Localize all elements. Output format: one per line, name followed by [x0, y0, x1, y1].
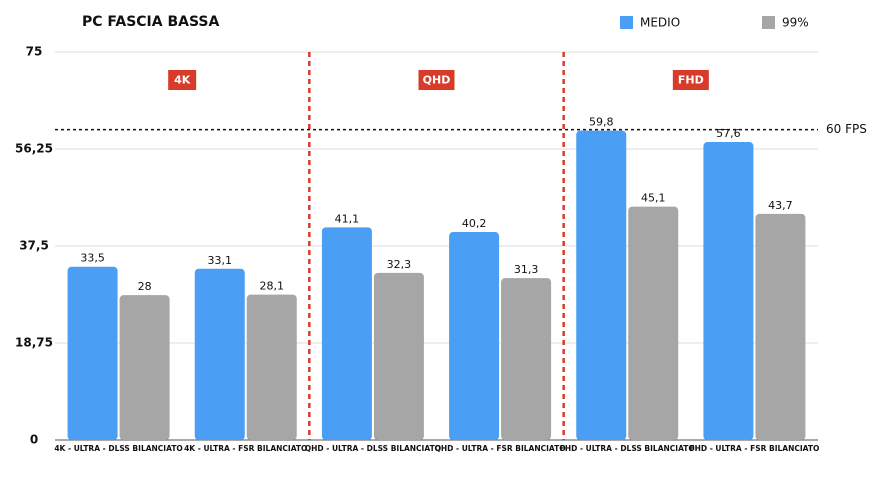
- y-tick-label: 18,75: [15, 336, 53, 350]
- bar: [119, 295, 170, 440]
- group-badge: [168, 70, 197, 90]
- value-label: 59,8: [589, 116, 614, 129]
- chart-title: PC FASCIA BASSA: [82, 14, 220, 30]
- reference-label: 60 FPS: [826, 122, 867, 136]
- value-label: 33,5: [80, 252, 105, 265]
- bar: [373, 272, 424, 440]
- bar: [67, 266, 118, 440]
- legend-label: MEDIO: [640, 16, 680, 30]
- group-badge: [418, 70, 455, 90]
- group-badge: [672, 70, 709, 90]
- x-tick-label: 4K - ULTRA - FSR BILANCIATO: [184, 444, 307, 453]
- value-label: 45,1: [641, 192, 666, 205]
- group-label: FHD: [678, 74, 704, 87]
- legend-label: 99%: [782, 16, 809, 30]
- bar: [246, 294, 297, 440]
- y-tick-label: 75: [26, 45, 43, 59]
- x-tick-label: FHD - ULTRA - FSR BILANCIATO: [689, 444, 819, 453]
- x-tick-label: FHD - ULTRA - DLSS BILANCIATO: [560, 444, 695, 453]
- bar: [703, 142, 754, 441]
- x-tick-label: 4K - ULTRA - DLSS BILANCIATO: [54, 444, 182, 453]
- bar: [501, 278, 552, 440]
- value-label: 28,1: [260, 280, 285, 293]
- group-label: QHD: [423, 74, 451, 87]
- x-tick-label: QHD - ULTRA - DLSS BILANCIATO: [305, 444, 441, 453]
- value-label: 43,7: [768, 199, 793, 212]
- value-label: 32,3: [387, 258, 412, 271]
- value-label: 28: [138, 280, 152, 293]
- value-label: 41,1: [335, 212, 360, 225]
- y-tick-label: 0: [30, 433, 38, 447]
- bar: [321, 227, 372, 440]
- group-label: 4K: [174, 74, 191, 87]
- bar: [449, 232, 500, 440]
- y-tick-label: 56,25: [15, 142, 53, 156]
- value-label: 33,1: [208, 254, 233, 267]
- bar: [628, 206, 679, 440]
- value-label: 40,2: [462, 217, 487, 230]
- bar: [194, 268, 245, 440]
- y-tick-label: 37,5: [19, 239, 49, 253]
- bar: [576, 130, 627, 440]
- legend-swatch: [762, 16, 775, 29]
- legend-swatch: [620, 16, 633, 29]
- x-tick-label: QHD - ULTRA - FSR BILANCIATO: [434, 444, 565, 453]
- value-label: 31,3: [514, 263, 539, 276]
- bar: [755, 213, 806, 440]
